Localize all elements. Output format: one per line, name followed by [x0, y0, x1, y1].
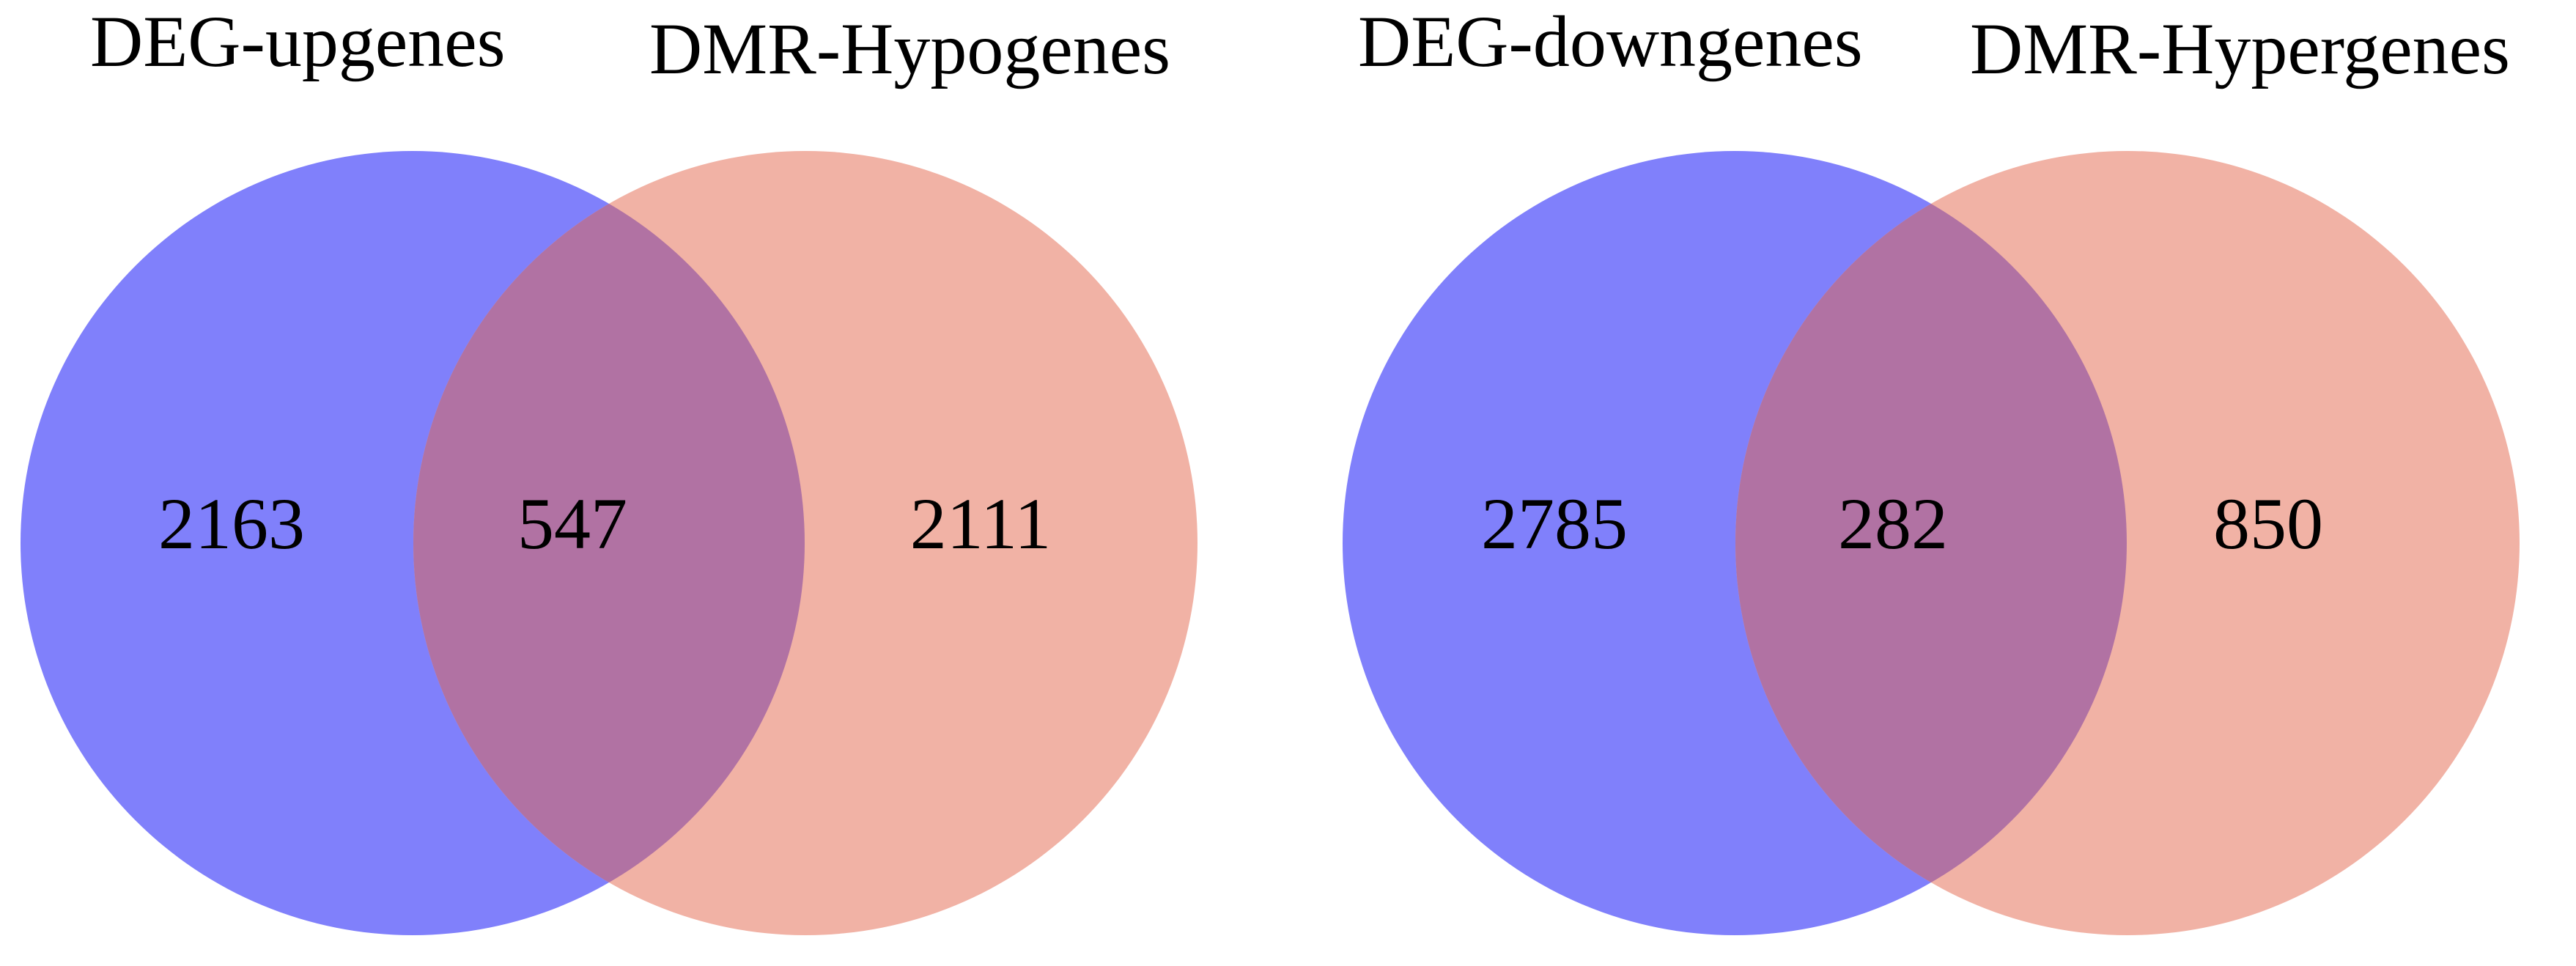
venn-2-left-set-label: DEG-downgenes: [1358, 1, 1863, 82]
venn-2-right-only-count: 850: [2213, 483, 2323, 564]
venn-1-overlap-count: 547: [517, 483, 627, 564]
venn-1-left-only-count: 2163: [158, 483, 305, 564]
venn-1-right-only-count: 2111: [910, 483, 1052, 564]
venn-2-right-set-label: DMR-Hypergenes: [1970, 8, 2510, 89]
venn-1-left-set-label: DEG-upgenes: [90, 1, 506, 82]
venn-1-overlap-region: [413, 151, 805, 935]
venn-2-overlap-region: [1735, 151, 2127, 935]
venn-2-overlap-count: 282: [1838, 483, 1948, 564]
venn-1-right-set-label: DMR-Hypogenes: [649, 8, 1170, 89]
venn-diagram-1: DEG-upgenes DMR-Hypogenes 2163 547 2111: [21, 1, 1197, 935]
venn-2-left-only-count: 2785: [1481, 483, 1628, 564]
venn-diagram-2: DEG-downgenes DMR-Hypergenes 2785 282 85…: [1343, 1, 2520, 935]
